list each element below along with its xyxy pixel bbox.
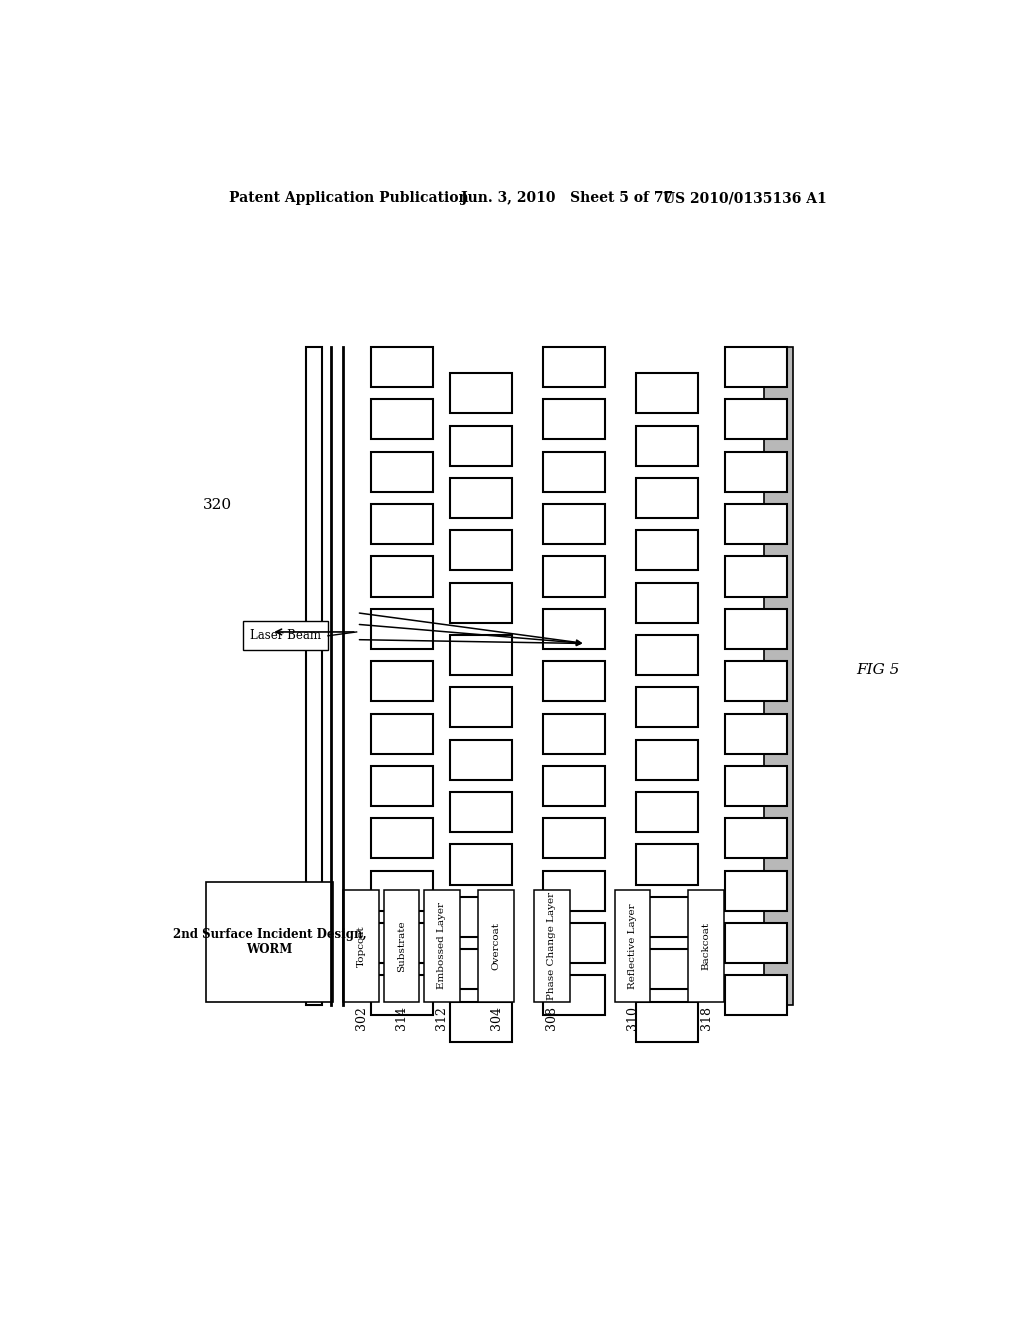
Text: Backcoat: Backcoat: [701, 921, 711, 970]
Bar: [636, 1002, 697, 1041]
Text: FIG 5: FIG 5: [856, 664, 900, 677]
Bar: [725, 975, 786, 1015]
Bar: [450, 739, 512, 780]
Bar: [725, 347, 786, 387]
Bar: [636, 531, 697, 570]
Bar: [371, 871, 432, 911]
Text: Laser Beam: Laser Beam: [250, 630, 321, 643]
Bar: [636, 582, 697, 623]
Bar: [371, 400, 432, 440]
Text: 308: 308: [546, 1006, 558, 1031]
Bar: [543, 400, 604, 440]
Bar: [543, 923, 604, 964]
Bar: [636, 425, 697, 466]
Text: US 2010/0135136 A1: US 2010/0135136 A1: [663, 191, 826, 206]
Bar: [543, 871, 604, 911]
Bar: [450, 582, 512, 623]
Bar: [535, 890, 569, 1002]
Bar: [725, 766, 786, 807]
Bar: [636, 635, 697, 675]
Bar: [424, 890, 460, 1002]
Bar: [725, 557, 786, 597]
Text: Substrate: Substrate: [397, 920, 407, 972]
Bar: [543, 347, 604, 387]
Text: 302: 302: [354, 1007, 368, 1031]
Bar: [450, 845, 512, 884]
Bar: [764, 347, 793, 1006]
Bar: [371, 661, 432, 701]
Text: Reflective Layer: Reflective Layer: [628, 903, 637, 989]
Bar: [636, 688, 697, 727]
Bar: [543, 451, 604, 492]
Text: 2nd Surface Incident Design,
WORM: 2nd Surface Incident Design, WORM: [173, 928, 367, 956]
Bar: [688, 890, 724, 1002]
Bar: [543, 504, 604, 544]
Bar: [543, 609, 604, 649]
Bar: [371, 609, 432, 649]
Bar: [725, 923, 786, 964]
Text: Phase Change Layer: Phase Change Layer: [548, 892, 556, 999]
Bar: [450, 896, 512, 937]
Bar: [543, 661, 604, 701]
Bar: [478, 890, 514, 1002]
Bar: [543, 714, 604, 754]
Bar: [371, 347, 432, 387]
Bar: [543, 766, 604, 807]
Bar: [371, 975, 432, 1015]
Bar: [371, 714, 432, 754]
Bar: [450, 949, 512, 989]
Bar: [371, 766, 432, 807]
Bar: [371, 818, 432, 858]
Bar: [450, 478, 512, 517]
Text: Overcoat: Overcoat: [492, 921, 501, 970]
Bar: [725, 609, 786, 649]
Bar: [450, 792, 512, 832]
Bar: [636, 739, 697, 780]
Bar: [450, 531, 512, 570]
Bar: [636, 949, 697, 989]
Bar: [450, 688, 512, 727]
Bar: [371, 923, 432, 964]
Bar: [243, 622, 328, 651]
Text: Jun. 3, 2010   Sheet 5 of 77: Jun. 3, 2010 Sheet 5 of 77: [461, 191, 674, 206]
Bar: [343, 890, 379, 1002]
Bar: [450, 635, 512, 675]
Bar: [614, 890, 650, 1002]
Bar: [371, 451, 432, 492]
Bar: [636, 896, 697, 937]
Bar: [450, 374, 512, 413]
Bar: [725, 818, 786, 858]
Text: Embossed Layer: Embossed Layer: [437, 903, 446, 989]
Bar: [450, 425, 512, 466]
Text: Topcoat: Topcoat: [356, 925, 366, 966]
Bar: [543, 818, 604, 858]
Bar: [725, 714, 786, 754]
Bar: [384, 890, 420, 1002]
Bar: [636, 792, 697, 832]
Bar: [636, 478, 697, 517]
Bar: [725, 400, 786, 440]
Text: 318: 318: [699, 1006, 713, 1031]
Bar: [450, 1002, 512, 1041]
Bar: [725, 871, 786, 911]
Text: 304: 304: [489, 1006, 503, 1031]
Text: Patent Application Publication: Patent Application Publication: [228, 191, 468, 206]
Bar: [206, 882, 334, 1002]
Bar: [636, 374, 697, 413]
Bar: [725, 661, 786, 701]
Bar: [371, 504, 432, 544]
Bar: [306, 347, 322, 1006]
Text: 312: 312: [435, 1007, 449, 1031]
Bar: [543, 975, 604, 1015]
Text: 310: 310: [626, 1006, 639, 1031]
Bar: [371, 557, 432, 597]
Bar: [543, 557, 604, 597]
Bar: [725, 451, 786, 492]
Bar: [636, 845, 697, 884]
Bar: [725, 504, 786, 544]
Text: 314: 314: [395, 1006, 409, 1031]
Text: 320: 320: [203, 498, 231, 512]
